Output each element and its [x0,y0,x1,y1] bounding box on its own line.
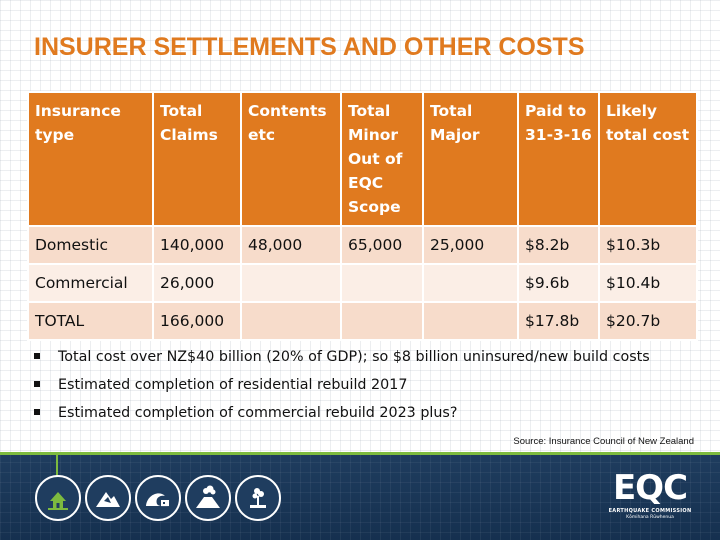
table-cell: $10.3b [598,225,698,265]
eqc-logo: EQC EARTHQUAKE COMMISSION Kōmihana Rūwhe… [600,468,700,530]
table-cell: $8.2b [517,225,600,265]
table-cell: 25,000 [422,225,519,265]
bullet-item: Total cost over NZ$40 billion (20% of GD… [34,346,650,374]
table-cell: 26,000 [152,263,242,303]
table-header-row: Insurance type Total Claims Contents etc… [27,91,698,227]
table-cell [240,263,342,303]
table-cell: $9.6b [517,263,600,303]
bullet-square-icon [34,409,40,415]
table-cell: 140,000 [152,225,242,265]
table-cell: Domestic [27,225,154,265]
eqc-logo-maori: Kōmihana Rūwhenua [626,515,674,520]
header-total-major: Total Major [422,91,519,227]
table-cell [240,301,342,341]
bullet-list: Total cost over NZ$40 billion (20% of GD… [34,346,650,430]
table-cell: $10.4b [598,263,698,303]
table-cell: $17.8b [517,301,600,341]
table-cell [422,263,519,303]
bullet-text: Estimated completion of commercial rebui… [58,405,458,421]
table-row: Commercial 26,000 $9.6b $10.4b [27,263,698,303]
table-row: Domestic 140,000 48,000 65,000 25,000 $8… [27,225,698,265]
table-cell: $20.7b [598,301,698,341]
table-cell [340,301,424,341]
table-cell: 166,000 [152,301,242,341]
page-title: INSURER SETTLEMENTS AND OTHER COSTS [34,33,585,61]
table-row-total: TOTAL 166,000 $17.8b $20.7b [27,301,698,341]
table-cell [422,301,519,341]
eqc-logo-text: EQC [612,468,688,508]
footer-accent-stem [56,455,58,477]
bullet-square-icon [34,381,40,387]
table-cell [340,263,424,303]
footer-bar: EQC EARTHQUAKE COMMISSION Kōmihana Rūwhe… [0,452,720,540]
bullet-item: Estimated completion of residential rebu… [34,374,650,402]
landslip-icon [85,475,131,521]
bullet-item: Estimated completion of commercial rebui… [34,402,650,430]
source-note: Source: Insurance Council of New Zealand [513,436,694,447]
header-contents: Contents etc [240,91,342,227]
bullet-square-icon [34,353,40,359]
header-likely-total-cost: Likely total cost [598,91,698,227]
volcano-icon [185,475,231,521]
footer-accent-line [0,452,720,455]
bullet-text: Estimated completion of residential rebu… [58,377,408,393]
header-paid-to-date: Paid to 31-3-16 [517,91,600,227]
house-icon [35,475,81,521]
table-cell: Commercial [27,263,154,303]
header-total-minor: Total Minor Out of EQC Scope [340,91,424,227]
table-cell: TOTAL [27,301,154,341]
tsunami-icon [135,475,181,521]
bullet-text: Total cost over NZ$40 billion (20% of GD… [58,349,650,365]
fire-icon [235,475,281,521]
eqc-logo-subtitle: EARTHQUAKE COMMISSION [608,508,692,514]
table-cell: 65,000 [340,225,424,265]
header-insurance-type: Insurance type [27,91,154,227]
costs-table: Insurance type Total Claims Contents etc… [27,91,698,341]
table-cell: 48,000 [240,225,342,265]
header-total-claims: Total Claims [152,91,242,227]
